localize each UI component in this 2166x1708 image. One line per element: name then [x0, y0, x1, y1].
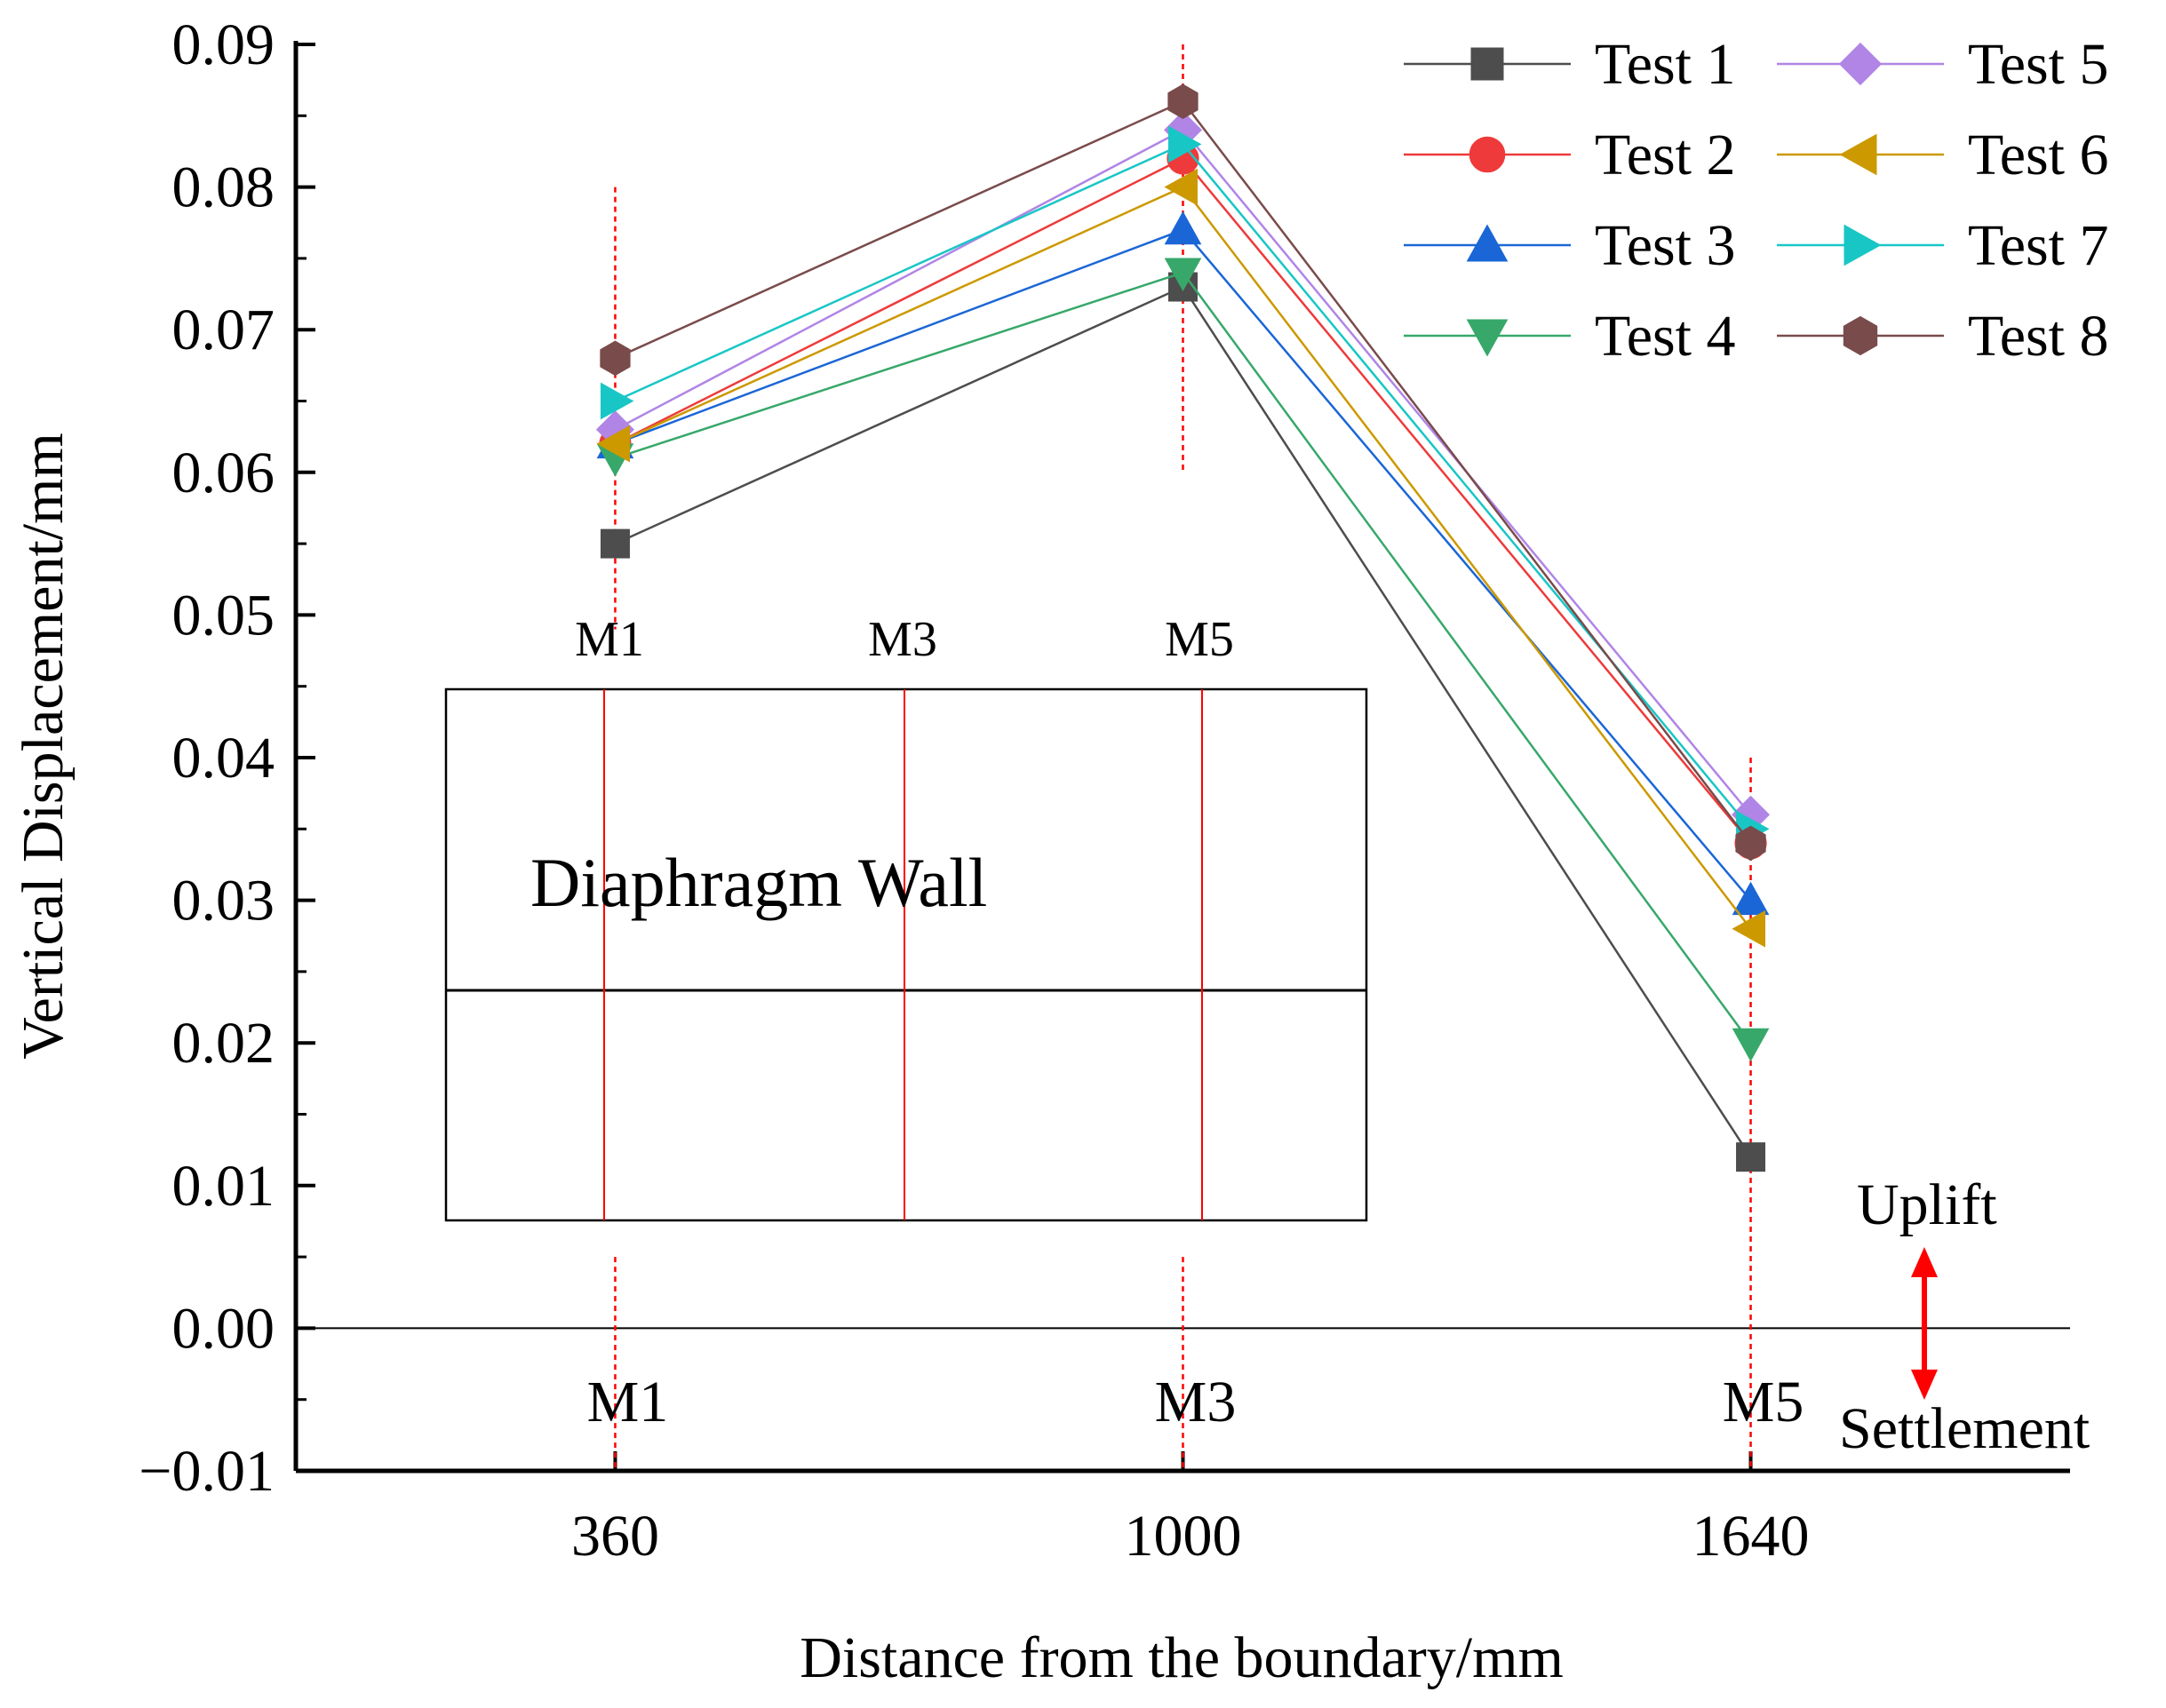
uplift-settlement-annotation: Uplift Settlement: [1839, 1172, 2090, 1461]
x-tick-label: 1000: [1125, 1504, 1242, 1569]
data-point-test-4: [1164, 258, 1202, 291]
legend-marker: [1466, 319, 1509, 357]
x-tick-label: 360: [571, 1504, 659, 1569]
uplift-arrow-icon: [1911, 1247, 1938, 1277]
y-tick-label: 0.09: [172, 12, 275, 77]
legend-label: Test 1: [1595, 32, 1736, 97]
uplift-label: Uplift: [1857, 1172, 1997, 1237]
data-point-test-8: [1167, 83, 1198, 120]
data-point-test-3: [1732, 881, 1770, 916]
y-tick-label: 0.00: [172, 1296, 275, 1361]
data-point-test-6: [1164, 168, 1198, 206]
y-tick-label: 0.04: [172, 726, 275, 790]
legend-label: Test 7: [1968, 213, 2109, 278]
data-point-test-4: [1732, 1028, 1770, 1062]
inset-label-m5: M5: [1165, 612, 1234, 667]
y-tick-label: 0.01: [172, 1154, 275, 1219]
y-tick-label: 0.03: [172, 869, 275, 933]
legend-marker: [1838, 42, 1883, 86]
inset-label-m1: M1: [575, 612, 644, 667]
data-point-test-1: [1736, 1142, 1766, 1172]
series-group: [595, 83, 1771, 1172]
data-point-test-7: [1168, 125, 1202, 163]
legend-marker: [1466, 224, 1509, 262]
legend-label: Test 6: [1968, 123, 2109, 187]
x-tick-label: 1640: [1692, 1504, 1810, 1569]
legend-label: Test 4: [1595, 304, 1736, 369]
data-point-test-3: [1164, 211, 1202, 245]
legend-label: Test 8: [1968, 304, 2109, 369]
inset-diagram: M1 M3 M5 Diaphragm Wall: [444, 612, 1368, 1222]
y-tick-label: 0.08: [172, 155, 275, 220]
point-label: M3: [1155, 1370, 1237, 1434]
data-point-test-8: [1735, 825, 1766, 862]
legend: Test 1 Test 2 Test 3 Test 4 Test 5 Test 6 Test…: [1404, 32, 2109, 369]
inset-label-m3: M3: [868, 612, 937, 667]
point-label: M5: [1723, 1370, 1804, 1434]
legend-label: Test 2: [1595, 123, 1736, 187]
inset-title: Diaphragm Wall: [530, 844, 987, 921]
legend-marker: [1470, 47, 1504, 81]
y-tick-label: 0.06: [172, 441, 275, 505]
settlement-label: Settlement: [1839, 1396, 2090, 1461]
legend-label: Test 3: [1595, 213, 1736, 278]
data-point-test-8: [600, 340, 631, 377]
data-point-test-6: [596, 425, 630, 463]
axes-group: −0.01 0.00 0.01 0.02 0.03 0.04 0.05 0.06 0.07 0.0…: [139, 12, 2070, 1569]
point-label: M1: [587, 1370, 669, 1434]
guides-group: M1 M3 M5: [587, 44, 1804, 1471]
legend-marker: [1839, 133, 1877, 176]
settlement-arrow-icon: [1911, 1370, 1938, 1400]
legend-marker: [1843, 315, 1878, 356]
y-tick-label: −0.01: [139, 1439, 275, 1504]
data-point-test-7: [600, 382, 634, 420]
legend-marker: [1843, 224, 1882, 266]
inset-frame: [444, 687, 1368, 1222]
legend-marker: [1469, 136, 1506, 173]
x-axis-title: Distance from the boundary/mm: [800, 1625, 1564, 1690]
data-point-test-1: [600, 528, 630, 559]
data-point-test-6: [1732, 910, 1766, 948]
y-tick-label: 0.07: [172, 298, 275, 362]
y-axis-title: Vertical Displacement/mm: [11, 433, 76, 1060]
y-tick-label: 0.05: [172, 583, 275, 647]
y-tick-label: 0.02: [172, 1011, 275, 1076]
legend-label: Test 5: [1968, 32, 2109, 97]
